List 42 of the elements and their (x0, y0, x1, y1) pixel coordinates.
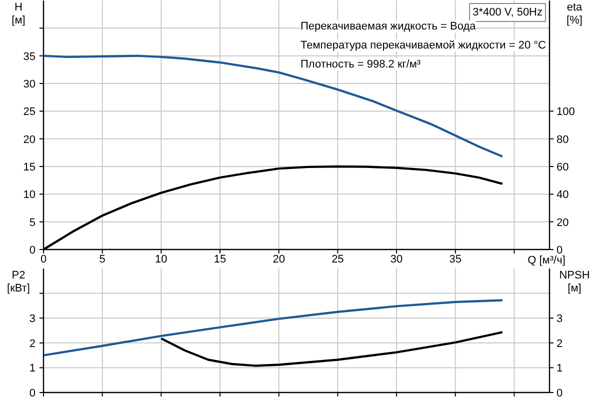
x-tick-label: 15 (214, 254, 226, 266)
x-tick-label: 35 (449, 254, 462, 266)
y2-tick-label: 0 (556, 244, 563, 256)
y-tick-label: 2 (29, 338, 36, 350)
y2-tick-label: 60 (556, 162, 569, 174)
x-tick-label: 0 (40, 254, 47, 266)
y-tick-label: 5 (29, 216, 36, 229)
x-axis-title: Q [м³/ч] (528, 254, 566, 266)
line-series (42, 299, 504, 356)
y2-axis-title: eta [%] (566, 2, 584, 26)
line-series (160, 331, 504, 367)
x-tick-label: 10 (155, 254, 168, 266)
annotation: Плотность = 998.2 кг/м³ (300, 58, 421, 70)
y-tick-label: 10 (23, 189, 36, 202)
y2-tick-label: 3 (556, 313, 563, 326)
y-tick-label: 25 (23, 106, 36, 118)
y-tick-label: 0 (29, 388, 36, 400)
y-tick-label: 0 (29, 244, 36, 256)
annotation: Температура перекачиваемой жидкости = 20 °C (300, 40, 546, 52)
x-tick-label: 5 (99, 254, 106, 266)
annotation: Перекачиваемая жидкость = Вода (300, 20, 477, 32)
y-tick-label: 1 (29, 362, 36, 375)
y2-tick-label: 20 (556, 216, 569, 229)
y2-tick-label: 80 (556, 134, 569, 146)
text: 3*400 V, 50Hz (472, 6, 543, 18)
y-tick-label: 20 (23, 134, 36, 146)
y-tick-label: 30 (23, 78, 36, 90)
x-tick-label: 30 (390, 254, 403, 266)
y-tick-label: 15 (23, 162, 36, 174)
y2-tick-label: 2 (556, 338, 563, 350)
y-axis-title: H [м] (12, 2, 26, 26)
y-tick-label: 3 (29, 313, 36, 326)
y-axis-title: P2 [кВт] (7, 270, 30, 294)
x-tick-label: 20 (272, 254, 285, 266)
y2-tick-label: 1 (556, 362, 563, 375)
line-series (42, 54, 504, 158)
y-tick-label: 35 (23, 50, 36, 63)
y2-axis-title: NPSH [м] (559, 270, 590, 294)
y2-tick-label: 100 (556, 106, 575, 118)
x-tick-label: 25 (332, 254, 344, 266)
y2-tick-label: 40 (556, 189, 569, 202)
y2-tick-label: 0 (556, 388, 563, 400)
